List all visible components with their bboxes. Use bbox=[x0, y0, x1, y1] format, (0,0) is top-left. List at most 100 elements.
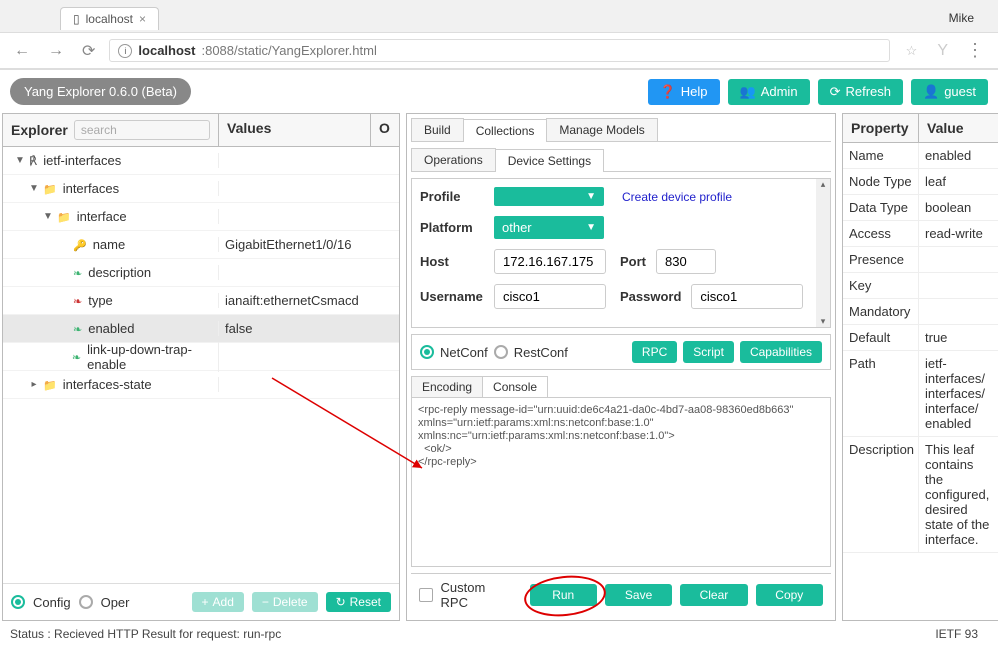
scrollbar[interactable]: ▴▾ bbox=[816, 179, 830, 327]
prop-row: Data Typeboolean bbox=[843, 195, 998, 221]
prop-value: enabled bbox=[919, 143, 998, 168]
address-bar[interactable]: i localhost:8088/static/YangExplorer.htm… bbox=[109, 39, 889, 62]
profile-dropdown[interactable]: ▼ bbox=[494, 187, 604, 206]
reload-icon[interactable]: ⟳ bbox=[78, 41, 99, 61]
create-profile-link[interactable]: Create device profile bbox=[622, 190, 732, 204]
tree-node-label: enabled bbox=[88, 321, 134, 336]
custom-rpc-checkbox[interactable] bbox=[419, 588, 433, 602]
admin-label: Admin bbox=[761, 84, 798, 99]
key-icon: 🔑 bbox=[73, 237, 87, 252]
back-icon[interactable]: ← bbox=[10, 42, 34, 60]
delete-button[interactable]: −Delete bbox=[252, 592, 318, 612]
prop-value: read-write bbox=[919, 221, 998, 246]
properties-panel: Property Value NameenabledNode TypeleafD… bbox=[842, 113, 998, 621]
prop-value bbox=[919, 247, 998, 272]
leaf-icon: ❧ bbox=[72, 349, 81, 364]
config-radio[interactable] bbox=[11, 595, 25, 609]
tree-row[interactable]: ▼℟ietf-interfaces bbox=[3, 147, 399, 175]
tree-node-label: name bbox=[93, 237, 126, 252]
tab-operations[interactable]: Operations bbox=[411, 148, 496, 171]
netconf-radio[interactable] bbox=[420, 345, 434, 359]
tree-row[interactable]: ▼📁interfaces bbox=[3, 175, 399, 203]
values-title: Values bbox=[219, 114, 371, 146]
add-button[interactable]: +Add bbox=[192, 592, 244, 612]
site-info-icon[interactable]: i bbox=[118, 44, 132, 58]
scroll-up-icon[interactable]: ▴ bbox=[821, 179, 826, 190]
leaf-icon: ❧ bbox=[73, 321, 82, 336]
fold-icon: 📁 bbox=[43, 377, 57, 392]
fold-icon: 📁 bbox=[43, 181, 57, 196]
leaf-red-icon: ❧ bbox=[73, 293, 82, 308]
username-input[interactable] bbox=[494, 284, 606, 309]
menu-icon[interactable]: ⋮ bbox=[962, 40, 988, 61]
tree-row[interactable]: ❧description bbox=[3, 259, 399, 287]
tab-encoding[interactable]: Encoding bbox=[411, 376, 483, 397]
status-text: Status : Recieved HTTP Result for reques… bbox=[10, 627, 281, 641]
close-icon[interactable]: × bbox=[139, 12, 146, 26]
restconf-radio[interactable] bbox=[494, 345, 508, 359]
tree-row[interactable]: ❧link-up-down-trap-enable bbox=[3, 343, 399, 371]
prop-value bbox=[919, 273, 998, 298]
tree-row[interactable]: ▸📁 interfaces-state bbox=[3, 371, 399, 399]
tree-row[interactable]: 🔑nameGigabitEthernet1/0/16 bbox=[3, 231, 399, 259]
browser-tab[interactable]: ▯ localhost × bbox=[60, 7, 159, 30]
tab-console[interactable]: Console bbox=[482, 376, 548, 397]
app-header: Yang Explorer 0.6.0 (Beta) ❓Help 👥Admin … bbox=[0, 70, 998, 113]
prop-key: Default bbox=[843, 325, 919, 350]
chevron-down-icon: ▼ bbox=[586, 191, 596, 202]
prop-row: Defaulttrue bbox=[843, 325, 998, 351]
guest-button[interactable]: 👤guest bbox=[911, 79, 988, 105]
users-icon: 👥 bbox=[740, 84, 756, 100]
twist-icon[interactable]: ▼ bbox=[42, 211, 54, 222]
status-bar: Status : Recieved HTTP Result for reques… bbox=[0, 621, 998, 647]
twist-icon[interactable]: ▼ bbox=[28, 183, 40, 194]
tab-device-settings[interactable]: Device Settings bbox=[495, 149, 604, 172]
search-input[interactable]: search bbox=[74, 120, 210, 140]
tab-build[interactable]: Build bbox=[411, 118, 464, 141]
url-host: localhost bbox=[138, 43, 195, 58]
tree-row[interactable]: ❧typeianaift:ethernetCsmacd bbox=[3, 287, 399, 315]
admin-button[interactable]: 👥 Admin bbox=[728, 79, 810, 105]
tree-row[interactable]: ▼📁interface bbox=[3, 203, 399, 231]
refresh-button[interactable]: ⟳Refresh bbox=[818, 79, 903, 105]
yandex-icon[interactable]: Y bbox=[933, 42, 952, 60]
forward-icon[interactable]: → bbox=[44, 42, 68, 60]
explorer-title: Explorer bbox=[11, 122, 68, 138]
tab-collections[interactable]: Collections bbox=[463, 119, 548, 142]
center-footer: Custom RPC Run Save Clear Copy bbox=[411, 573, 831, 616]
help-button[interactable]: ❓Help bbox=[648, 79, 720, 105]
tab-manage[interactable]: Manage Models bbox=[546, 118, 657, 141]
script-button[interactable]: Script bbox=[683, 341, 734, 363]
prop-header-val: Value bbox=[919, 114, 972, 142]
prop-key: Name bbox=[843, 143, 919, 168]
prop-row: Mandatory bbox=[843, 299, 998, 325]
twist-icon[interactable]: ▸ bbox=[28, 379, 40, 390]
platform-dropdown[interactable]: other▼ bbox=[494, 216, 604, 239]
twist-icon[interactable]: ▼ bbox=[14, 155, 26, 166]
bookmark-icon[interactable]: ☆ bbox=[906, 43, 918, 59]
scroll-down-icon[interactable]: ▾ bbox=[821, 316, 826, 327]
tree-node-label: interfaces-state bbox=[63, 377, 152, 392]
tab-page-icon: ▯ bbox=[73, 12, 80, 26]
rpc-button[interactable]: RPC bbox=[632, 341, 677, 363]
console-text: <rpc-reply message-id="urn:uuid:de6c4a21… bbox=[418, 404, 793, 468]
reset-button[interactable]: ↻Reset bbox=[326, 592, 391, 612]
main-tabs: Build Collections Manage Models bbox=[411, 118, 831, 142]
prop-key: Mandatory bbox=[843, 299, 919, 324]
tree[interactable]: ▼℟ietf-interfaces▼📁interfaces▼📁interface… bbox=[3, 147, 399, 583]
tree-node-label: type bbox=[88, 293, 113, 308]
netconf-label: NetConf bbox=[440, 345, 488, 360]
password-input[interactable] bbox=[691, 284, 803, 309]
oper-radio[interactable] bbox=[79, 595, 93, 609]
prop-key: Path bbox=[843, 351, 919, 436]
capabilities-button[interactable]: Capabilities bbox=[740, 341, 822, 363]
prop-key: Data Type bbox=[843, 195, 919, 220]
sub-tabs: Operations Device Settings bbox=[411, 148, 831, 172]
prop-body: NameenabledNode TypeleafData Typeboolean… bbox=[843, 143, 998, 620]
prop-key: Presence bbox=[843, 247, 919, 272]
tree-row[interactable]: ❧enabledfalse bbox=[3, 315, 399, 343]
host-input[interactable] bbox=[494, 249, 606, 274]
port-input[interactable] bbox=[656, 249, 716, 274]
prop-row: Node Typeleaf bbox=[843, 169, 998, 195]
prop-row: Pathietf-interfaces/ interfaces/ interfa… bbox=[843, 351, 998, 437]
